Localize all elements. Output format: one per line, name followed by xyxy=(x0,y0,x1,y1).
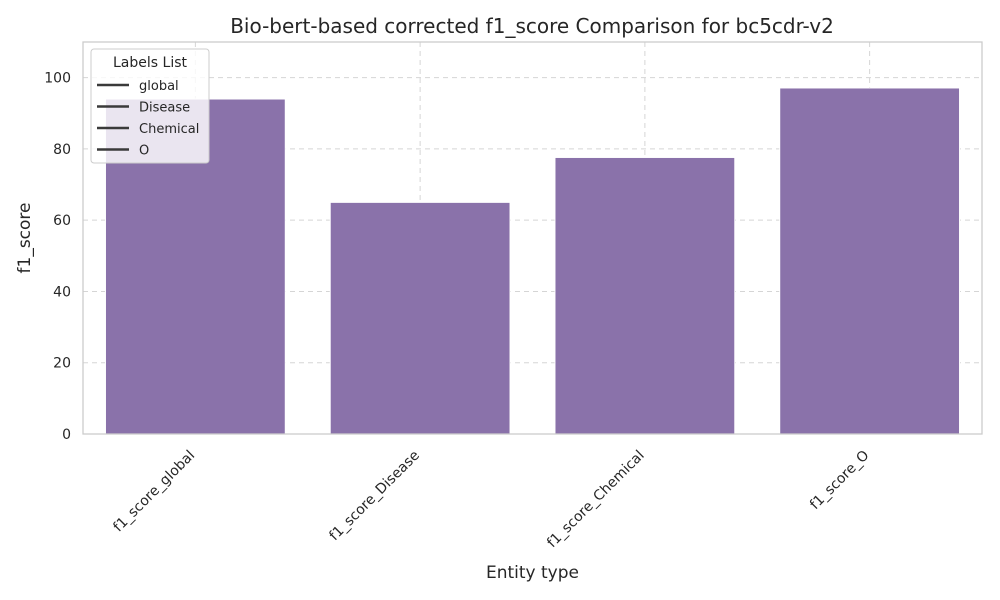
bar-f1-score-chemical xyxy=(554,156,736,435)
legend-entry: global xyxy=(139,79,179,94)
legend-box xyxy=(90,48,210,164)
y-tick-label: 100 xyxy=(44,71,71,87)
legend: Labels List global Disease Chemical O xyxy=(90,48,210,164)
legend-entry: Chemical xyxy=(139,122,199,137)
y-tick-label: 20 xyxy=(53,356,71,372)
y-axis-ticks: 0 20 40 60 80 100 xyxy=(44,71,71,443)
legend-entry: Disease xyxy=(139,101,190,116)
x-tick-label: f1_score_global xyxy=(110,448,198,536)
legend-title: Labels List xyxy=(113,55,187,71)
legend-entry: O xyxy=(139,144,149,159)
y-tick-label: 80 xyxy=(53,142,71,158)
x-tick-label: f1_score_Chemical xyxy=(544,448,648,552)
chart-title: Bio-bert-based corrected f1_score Compar… xyxy=(230,14,834,38)
bars xyxy=(104,87,961,435)
x-tick-label: f1_score_O xyxy=(807,448,872,513)
y-axis-label: f1_score xyxy=(15,203,35,274)
y-tick-label: 0 xyxy=(62,427,71,443)
bar-f1-score-o xyxy=(779,87,961,435)
bar-f1-score-disease xyxy=(329,201,511,435)
plot-frame xyxy=(82,41,983,435)
y-tick-label: 60 xyxy=(53,213,71,229)
x-axis-label: Entity type xyxy=(486,563,579,583)
y-tick-label: 40 xyxy=(53,284,71,300)
x-tick-label: f1_score_Disease xyxy=(326,448,423,545)
x-axis-ticks: f1_score_global f1_score_Disease f1_score_… xyxy=(110,448,872,552)
